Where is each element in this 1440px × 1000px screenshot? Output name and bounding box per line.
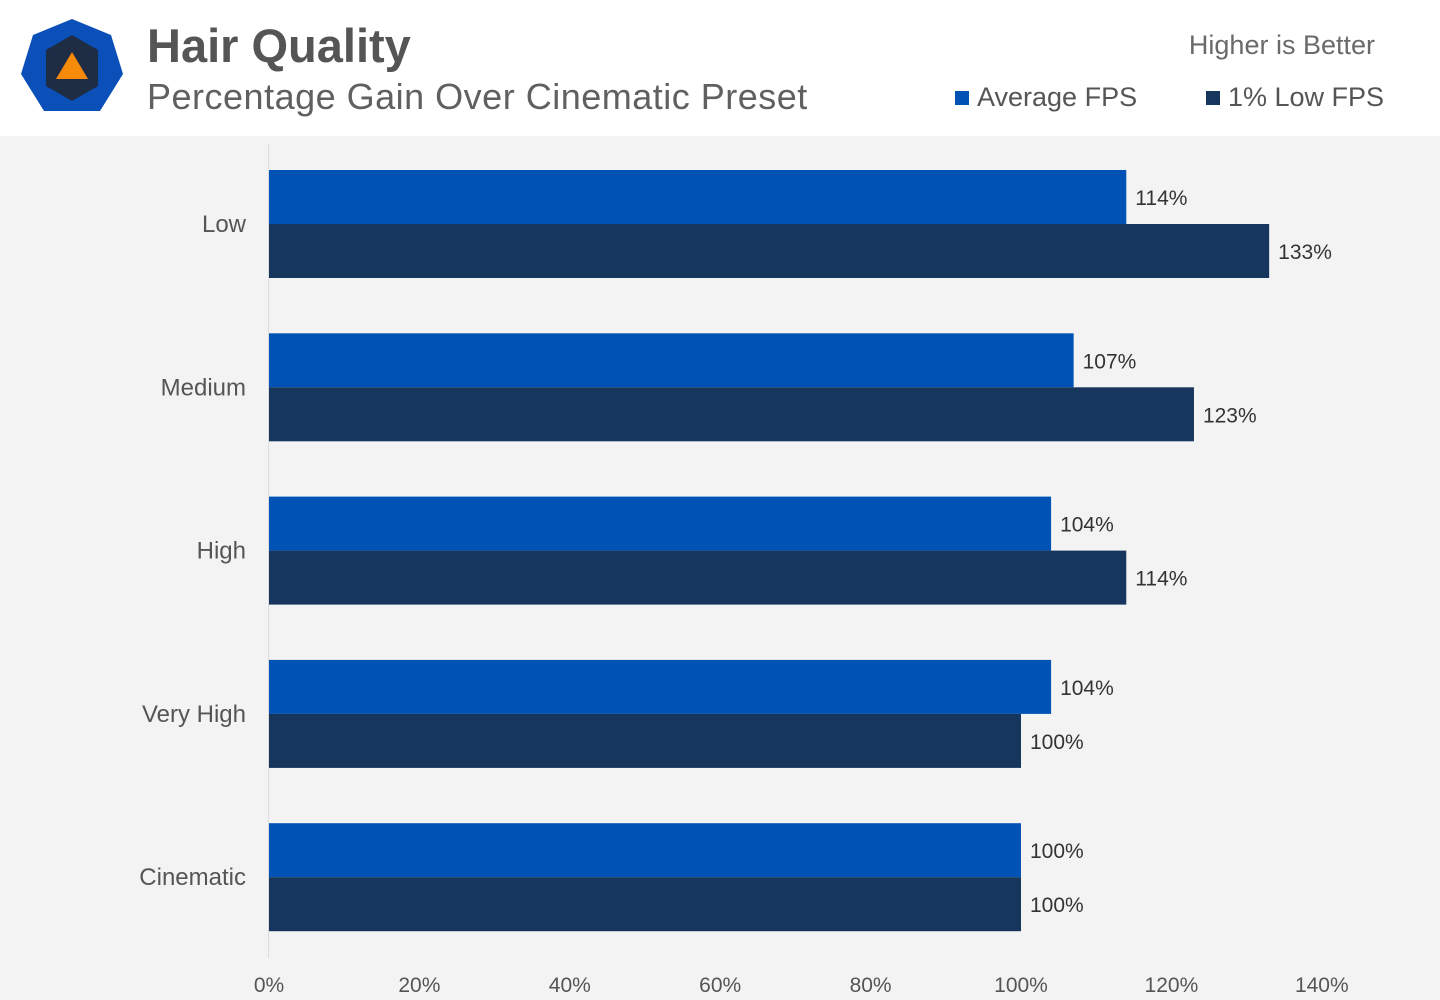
bar-1-0 (269, 224, 1270, 278)
data-label-0-1: 107% (1083, 350, 1137, 373)
data-label-1-0: 133% (1278, 241, 1332, 264)
bar-1-3 (269, 713, 1021, 768)
data-label-0-4: 100% (1030, 840, 1084, 863)
chart-title: Hair Quality (147, 19, 411, 72)
data-label-1-1: 123% (1203, 404, 1257, 427)
chart-header: Hair Quality Percentage Gain Over Cinema… (0, 0, 1440, 136)
x-tick-label-7: 140% (1295, 974, 1349, 997)
data-label-1-3: 100% (1030, 731, 1084, 754)
bar-0-3 (269, 659, 1052, 714)
data-label-0-0: 114% (1135, 187, 1187, 210)
x-tick-label-5: 100% (994, 974, 1048, 997)
legend-swatch-average-fps (955, 90, 969, 105)
bar-0-2 (269, 496, 1052, 551)
bar-1-2 (269, 550, 1127, 605)
bar-1-4 (269, 877, 1021, 932)
legend-item-average-fps: Average FPS (955, 82, 1137, 113)
hexagon-triangle-logo-icon (21, 19, 123, 111)
category-label-2: High (197, 538, 246, 565)
bar-0-1 (269, 333, 1074, 388)
category-label-1: Medium (161, 374, 246, 401)
legend-item-1pct-low-fps: 1% Low FPS (1206, 82, 1384, 113)
x-tick-label-2: 40% (549, 974, 591, 997)
x-tick-label-4: 80% (850, 974, 892, 997)
data-label-1-2: 114% (1135, 568, 1187, 591)
legend-swatch-1pct-low-fps (1206, 90, 1220, 105)
bar-1-1 (269, 387, 1194, 442)
category-label-0: Low (202, 211, 247, 238)
higher-is-better-note: Higher is Better (1188, 30, 1375, 60)
bar-0-0 (269, 170, 1127, 224)
legend-label-1pct-low-fps: 1% Low FPS (1228, 82, 1385, 112)
data-label-0-3: 104% (1060, 677, 1114, 700)
bar-chart: Low 114% 133% Medium 107% 123% High 104% 114% Ver… (0, 136, 1440, 1000)
data-label-0-2: 104% (1060, 514, 1114, 537)
x-tick-label-1: 20% (398, 974, 440, 997)
x-tick-label-0: 0% (254, 974, 284, 997)
data-label-1-4: 100% (1030, 894, 1084, 917)
category-label-3: Very High (142, 701, 246, 728)
x-tick-label-6: 120% (1145, 974, 1199, 997)
x-tick-label-3: 60% (699, 974, 741, 997)
category-label-4: Cinematic (139, 864, 246, 891)
legend-label-average-fps: Average FPS (977, 82, 1138, 112)
chart-subtitle: Percentage Gain Over Cinematic Preset (147, 76, 808, 117)
bar-chart-svg: Low 114% 133% Medium 107% 123% High 104% 114% Ver… (139, 144, 1349, 997)
bar-0-4 (269, 823, 1021, 878)
